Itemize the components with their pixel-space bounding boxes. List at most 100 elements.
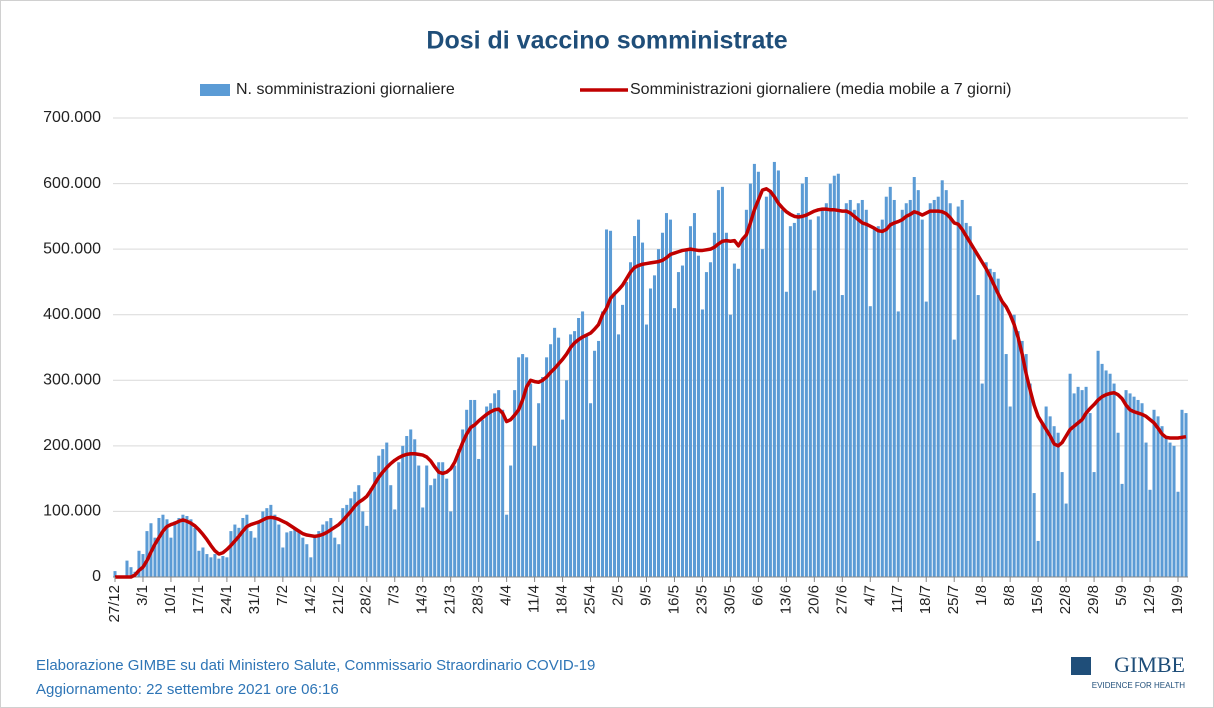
bar (732, 263, 736, 577)
bar (700, 309, 704, 577)
bar (261, 511, 265, 577)
bar (309, 557, 313, 577)
bar (113, 571, 117, 577)
bar (341, 508, 345, 577)
bar (1168, 442, 1172, 577)
bar (704, 272, 708, 577)
bar (153, 537, 157, 577)
x-tick-label: 15/8 (1029, 585, 1046, 614)
bar (525, 357, 529, 577)
bar (856, 203, 860, 577)
bar (437, 462, 441, 577)
bar (565, 380, 569, 577)
bar (497, 390, 501, 577)
bar (1008, 406, 1012, 577)
bar (597, 340, 601, 577)
bar (357, 485, 361, 577)
legend-swatch-bar (200, 84, 230, 96)
bar (1100, 363, 1104, 577)
bar (129, 567, 133, 577)
bar (301, 537, 305, 577)
y-tick-label: 600.000 (43, 175, 101, 192)
x-tick-label: 10/1 (162, 585, 179, 614)
x-tick-label: 4/4 (498, 585, 515, 606)
bar (613, 295, 617, 577)
x-tick-label: 21/3 (442, 585, 459, 614)
x-tick-label: 14/3 (414, 585, 431, 614)
bar (1176, 491, 1180, 577)
x-tick-label: 24/1 (218, 585, 235, 614)
bar (712, 232, 716, 577)
bar (800, 183, 804, 578)
bar (660, 232, 665, 577)
bar (1136, 399, 1140, 577)
bar (936, 196, 940, 577)
bar (165, 519, 169, 577)
y-tick-label: 100.000 (43, 503, 101, 520)
bar (768, 190, 772, 577)
bar (369, 488, 373, 577)
bar (453, 465, 457, 577)
bar (181, 514, 185, 577)
x-tick-label: 21/2 (330, 585, 347, 614)
bar (1184, 413, 1188, 577)
bar (844, 203, 848, 577)
bar (201, 547, 205, 577)
bar (457, 449, 461, 577)
bar (429, 485, 433, 577)
bar (469, 399, 473, 577)
bar (333, 537, 337, 577)
bar (992, 272, 996, 577)
x-tick-label: 12/9 (1141, 585, 1158, 614)
bar (884, 196, 888, 577)
bar (329, 517, 333, 577)
bar (609, 230, 613, 578)
bar (257, 521, 261, 577)
bar (928, 203, 932, 577)
bar (1052, 426, 1056, 577)
bar (1144, 442, 1148, 577)
y-tick-label: 0 (92, 568, 101, 585)
bar (581, 311, 585, 577)
bar (808, 219, 812, 577)
bar (473, 399, 477, 577)
x-tick-label: 1/8 (973, 585, 990, 606)
x-tick-label: 31/1 (246, 585, 263, 614)
bar (549, 344, 553, 577)
bar (285, 532, 289, 577)
bar (696, 255, 700, 577)
bar (824, 203, 828, 577)
bar (325, 521, 329, 577)
bar (820, 209, 824, 578)
bar (625, 281, 629, 577)
bar (573, 331, 577, 577)
bar (1012, 314, 1016, 577)
bar (956, 206, 960, 577)
bar (1156, 416, 1160, 577)
y-tick-label: 300.000 (43, 372, 101, 389)
bar (948, 203, 952, 577)
bar (920, 219, 924, 577)
x-tick-label: 20/6 (805, 585, 822, 614)
bar (1164, 436, 1168, 577)
bar (277, 524, 281, 577)
bar (529, 383, 533, 577)
x-tick-label: 29/8 (1085, 585, 1102, 614)
bar (664, 213, 669, 578)
x-tick-label: 13/6 (777, 585, 794, 614)
bar (585, 334, 589, 577)
bar (477, 458, 481, 577)
bar (1092, 472, 1096, 577)
moving-average-line (115, 187, 1187, 579)
bar (788, 226, 792, 577)
bar (1060, 472, 1064, 577)
bar (265, 508, 269, 577)
bar (908, 199, 912, 577)
bar (924, 301, 928, 577)
bar (1056, 432, 1060, 577)
bar (900, 209, 904, 578)
bar (373, 472, 377, 577)
bar (1120, 483, 1124, 577)
bar (1032, 493, 1036, 577)
